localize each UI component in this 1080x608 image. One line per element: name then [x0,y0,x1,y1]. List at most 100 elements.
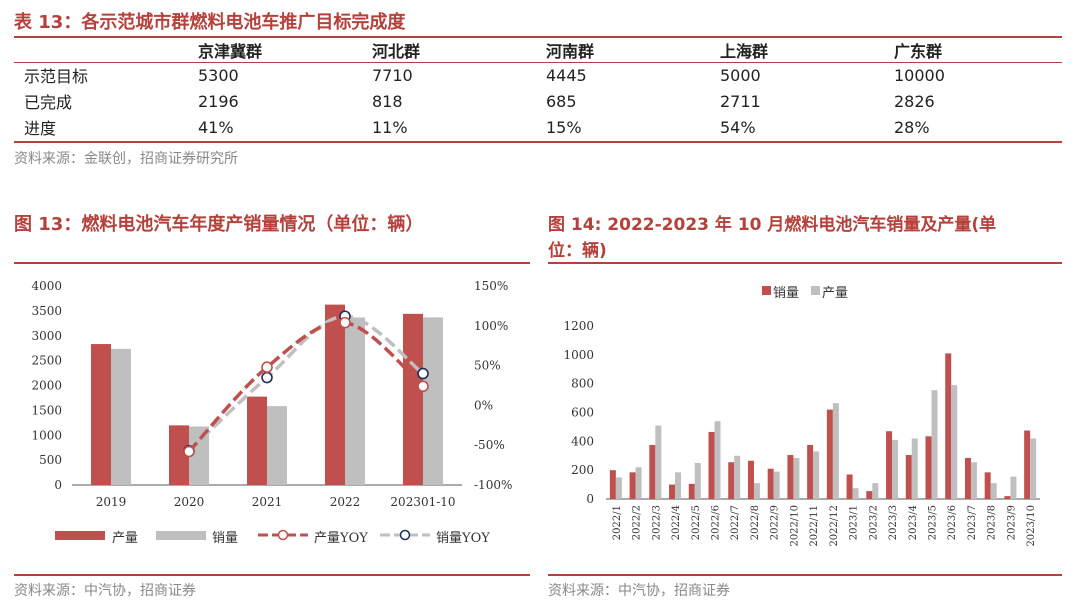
sales-bar [826,409,833,499]
table-cell: 41% [198,117,234,137]
y-tick-label: 1000 [31,428,62,442]
sales-yoy-line [187,314,425,453]
table-cell: 11% [372,117,408,137]
x-tick-label: 2022/9 [770,505,781,540]
figure14-top-rule [548,262,1062,264]
x-tick-label: 2022/6 [711,505,722,540]
y-tick-label: 1000 [563,348,594,362]
table-row: 示范目标 5300 7710 4445 5000 10000 [14,62,1062,88]
production-bar [403,313,423,485]
sales-yoy-point [261,371,273,384]
table-cell: 818 [372,91,403,111]
production-yoy-point [417,380,429,393]
production-bar [714,421,721,499]
col-header: 京津冀群 [198,42,263,61]
x-tick-label: 2022/3 [651,505,662,540]
sales-bar [669,484,676,499]
sales-bar [866,491,873,499]
y-tick-label: 2500 [31,354,62,368]
x-tick-label: 2021 [252,495,283,509]
x-tick-label: 2019 [96,495,127,509]
y2-tick-label: -100% [474,478,512,492]
sales-bar [807,444,814,499]
sales-bar [111,348,131,485]
sales-bar [649,444,656,499]
production-bar [931,390,938,499]
production-bar [990,483,997,499]
sales-yoy-point [417,367,429,380]
table-cell: 7710 [372,65,413,85]
legend-production-label: 产量 [112,531,139,546]
production-bar [872,483,879,499]
x-tick-label: 2023/8 [987,505,998,540]
production-bar [911,438,918,499]
y-tick-label: 3000 [31,329,62,343]
x-tick-label: 2023/7 [967,505,978,540]
sales-bar [708,431,715,499]
table-cell: 5300 [198,65,239,85]
y2-tick-label: 50% [474,359,501,373]
production-bar [247,396,267,485]
sales-bar [629,472,636,499]
x-tick-label: 2022 [330,495,361,509]
sales-bar [345,317,365,485]
legend-sales14-swatch [762,286,771,295]
sales-bar [846,474,853,499]
production-yoy-point [339,316,351,329]
y-tick-label: 0 [586,492,594,506]
table-cell: 685 [546,91,577,111]
x-tick-label: 2022/12 [829,505,840,547]
production-bar [951,385,958,499]
y-tick-label: 3500 [31,304,62,318]
table13-source: 资料来源：金联创，招商证券研究所 [14,151,238,167]
table-cell: 10000 [894,65,945,85]
sales-bar [423,317,443,485]
table-cell: 2196 [198,91,239,111]
production-bar [793,457,800,499]
table-row: 已完成 2196 818 685 2711 2826 [14,88,1062,114]
table-header-blank [14,38,198,62]
sales-bar [945,353,952,499]
production-yoy-point [183,445,195,458]
row-label: 已完成 [24,93,73,112]
figure14-bottom-rule [548,574,1062,576]
x-tick-label: 2022/1 [612,505,623,540]
sales-bar [609,470,616,499]
sales-bar [747,460,754,499]
x-tick-label: 2023/6 [947,505,958,540]
production-bar [655,425,662,499]
sales-bar [984,472,991,499]
production-yoy-line [187,320,425,453]
x-tick-label: 2022/10 [789,505,800,547]
table-cell: 5000 [720,65,761,85]
col-header: 河南群 [546,42,595,61]
legend-production-yoy-marker [258,529,308,541]
sales-bar [886,431,893,499]
production-bar [635,467,642,499]
x-tick-label: 2023/4 [908,505,919,540]
x-tick-label: 2023/10 [1026,505,1037,547]
production-bar [773,471,780,499]
col-header: 上海群 [720,42,769,61]
y-tick-label: 2000 [31,379,62,393]
y-tick-label: 0 [54,478,62,492]
figure14-title-line2: 位：辆) [548,241,607,261]
sales-bar [189,426,209,485]
x-tick-label: 2022/8 [750,505,761,540]
legend-sales-yoy-marker [380,529,430,541]
x-tick-label: 2022/5 [691,505,702,540]
sales-bar [964,457,971,499]
legend-production-swatch [55,531,105,540]
x-tick-label: 2023/9 [1006,505,1017,540]
table13-bottom-rule [14,141,1062,143]
table-cell: 54% [720,117,756,137]
col-header: 河北群 [372,42,421,61]
y-tick-label: 400 [571,434,594,448]
table13-top-rule [14,36,1062,38]
legend-production-yoy-label: 产量YOY [314,531,368,546]
production-bar [892,439,899,499]
production-bar [91,344,111,485]
row-label: 示范目标 [24,67,89,86]
y-tick-label: 500 [39,453,62,467]
figure14-source: 资料来源：中汽协，招商证券 [548,583,730,599]
